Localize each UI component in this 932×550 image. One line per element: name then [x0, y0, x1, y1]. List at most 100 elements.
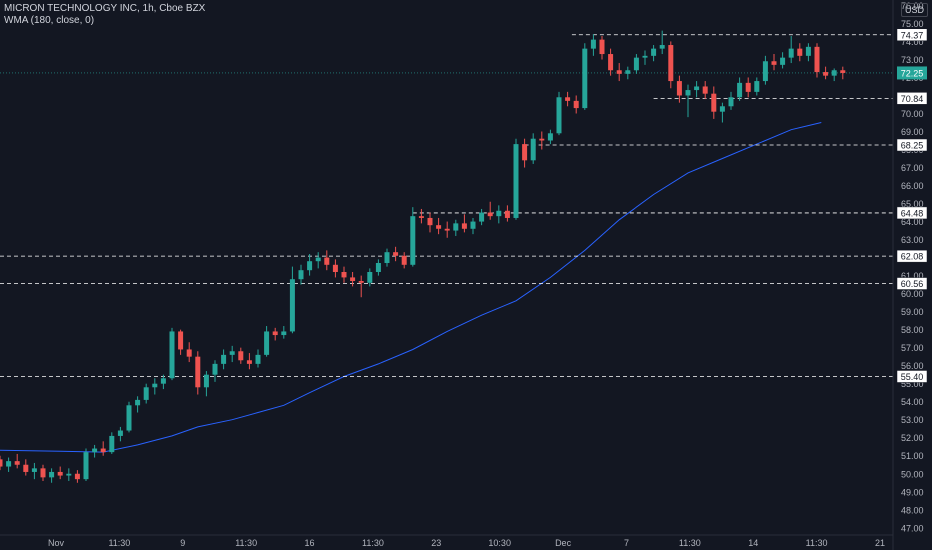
time-tick-label: 11:30: [362, 538, 384, 548]
price-tick-label: 75.00: [901, 19, 924, 29]
candle-body: [780, 57, 786, 65]
candle-body: [255, 354, 261, 364]
candle-body: [719, 106, 725, 112]
price-tick-label: 74.00: [901, 37, 924, 47]
candle-body: [66, 473, 72, 476]
candle-body: [195, 356, 201, 388]
candle-body: [582, 48, 588, 109]
candle-body: [461, 223, 467, 229]
candle-body: [350, 277, 356, 282]
price-tick-label: 69.00: [901, 127, 924, 137]
candle-body: [384, 252, 390, 263]
candle-body: [152, 383, 158, 388]
level-label-bg: [896, 249, 928, 263]
candle-body: [427, 217, 433, 226]
candle-body: [6, 461, 12, 467]
candle-body: [246, 360, 252, 364]
candle-body: [229, 351, 235, 355]
level-label-bg: [896, 277, 928, 290]
price-tick-label: 49.00: [901, 487, 924, 497]
indicator-legend[interactable]: WMA (180, close, 0): [4, 15, 95, 26]
candle-body: [100, 448, 106, 453]
price-tick-label: 57.00: [901, 343, 924, 353]
candle-body: [608, 54, 614, 71]
level-label-bg: [896, 28, 928, 42]
candle-body: [754, 81, 760, 92]
candle-body: [737, 82, 743, 98]
price-tick-label: 63.00: [901, 235, 924, 245]
candle-body: [840, 70, 846, 73]
candle-body: [805, 46, 811, 56]
candle-body: [160, 378, 166, 384]
candle-body: [642, 55, 648, 58]
time-tick-label: 16: [305, 538, 315, 548]
level-label: 60.56: [901, 279, 924, 289]
price-tick-label: 53.00: [901, 415, 924, 425]
level-label: 64.48: [901, 208, 924, 218]
wma-layer: [0, 122, 822, 453]
price-tick-label: 76.00: [901, 1, 924, 11]
price-tick-label: 47.00: [901, 523, 924, 533]
candle-body: [496, 210, 502, 217]
candle-body: [565, 97, 571, 101]
candle-body: [788, 48, 794, 58]
symbol-title[interactable]: MICRON TECHNOLOGY INC, 1h, Cboe BZX: [4, 3, 206, 14]
price-tick-label: 66.00: [901, 181, 924, 191]
candle-body: [436, 225, 442, 229]
time-tick-label: 9: [180, 538, 185, 548]
candle-body: [590, 39, 596, 49]
candle-body: [685, 90, 691, 96]
candle-body: [135, 399, 141, 406]
candle-body: [410, 216, 416, 265]
candle-body: [479, 212, 485, 222]
candle-body: [676, 81, 682, 96]
candle-body: [668, 45, 674, 82]
candle-body: [401, 255, 407, 265]
candle-body: [814, 46, 820, 73]
candle-body: [264, 331, 270, 355]
time-tick-label: 11:30: [235, 538, 257, 548]
candle-body: [651, 48, 657, 56]
price-tick-label: 58.00: [901, 325, 924, 335]
candle-body: [341, 272, 347, 278]
candle-body: [771, 61, 777, 65]
price-tick-label: 59.00: [901, 307, 924, 317]
candle-body: [203, 374, 209, 388]
candle-body: [393, 252, 399, 256]
candle-body: [289, 279, 295, 332]
candle-body: [797, 48, 803, 56]
candle-body: [298, 270, 304, 280]
wma-line: [0, 122, 822, 453]
price-tick-label: 48.00: [901, 505, 924, 515]
candle-body: [40, 468, 46, 478]
candle-body: [547, 133, 553, 141]
price-tick-label: 70.00: [901, 109, 924, 119]
price-tick-label: 54.00: [901, 397, 924, 407]
candle-body: [57, 471, 63, 476]
time-tick-label: 23: [431, 538, 441, 548]
candle-body: [625, 70, 631, 74]
candle-body: [823, 72, 829, 76]
candle-body: [109, 435, 115, 453]
time-tick-label: Nov: [48, 538, 65, 548]
candle-body: [573, 100, 579, 109]
candle-body: [238, 351, 244, 361]
price-tick-label: 60.00: [901, 289, 924, 299]
candle-body: [367, 272, 373, 283]
candle-body: [453, 223, 459, 231]
price-tick-label: 61.00: [901, 271, 924, 281]
candle-body: [487, 212, 493, 217]
candle-body: [117, 430, 123, 436]
candle-body: [522, 144, 528, 161]
currency-badge[interactable]: USD: [900, 3, 928, 17]
candle-body: [221, 354, 227, 364]
candle-body: [126, 405, 132, 431]
candle-body: [169, 331, 175, 379]
candle-body: [539, 138, 545, 141]
time-tick-label: 11:30: [108, 538, 130, 548]
time-tick-label: 14: [748, 538, 758, 548]
price-tick-label: 64.00: [901, 217, 924, 227]
current-price-tag: [897, 66, 927, 80]
